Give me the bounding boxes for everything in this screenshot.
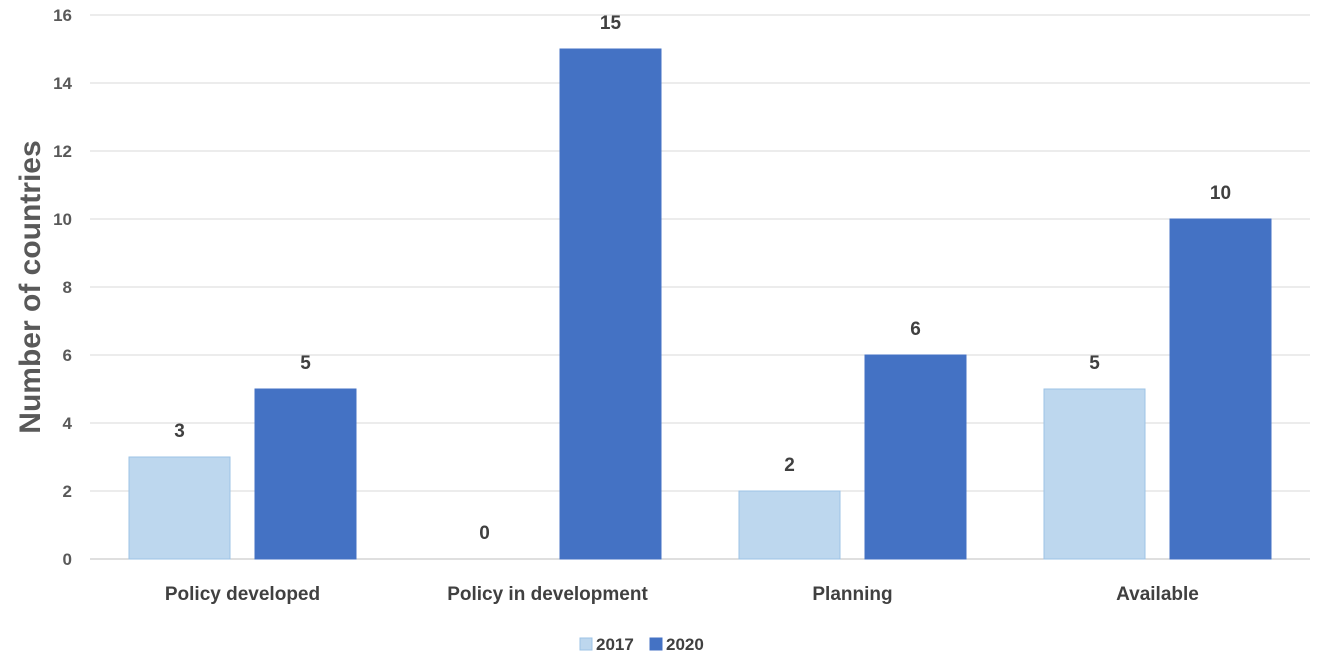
- x-category-label: Available: [1116, 584, 1199, 605]
- y-tick-label: 0: [63, 550, 72, 569]
- data-label: 5: [1089, 353, 1100, 374]
- y-tick-label: 6: [63, 346, 72, 365]
- bar-2020-2: [559, 48, 662, 560]
- y-tick-label: 14: [53, 74, 72, 93]
- legend: 2017 2020: [579, 635, 704, 654]
- legend-label: 2017: [596, 635, 634, 654]
- legend-swatch-2017: [579, 637, 593, 651]
- data-label: 2: [784, 455, 795, 476]
- legend-label: 2020: [666, 635, 704, 654]
- y-axis-label: Number of countries: [14, 140, 47, 433]
- y-tick-label: 4: [63, 414, 73, 433]
- y-tick-label: 2: [63, 482, 72, 501]
- bars: [128, 48, 1272, 560]
- y-tick-label: 10: [53, 210, 72, 229]
- data-label: 0: [479, 523, 490, 544]
- x-category-label: Planning: [812, 584, 892, 605]
- y-axis-ticks: 0 2 4 6 8 10 12 14 16: [53, 6, 72, 569]
- y-tick-label: 16: [53, 6, 72, 25]
- data-label: 15: [600, 13, 622, 34]
- data-label: 6: [910, 319, 921, 340]
- data-labels: 3 5 0 15 2 6 5 10: [174, 13, 1231, 544]
- bar-2017-4: [1043, 388, 1146, 560]
- y-tick-label: 8: [63, 278, 72, 297]
- x-category-label: Policy in development: [447, 584, 648, 605]
- bar-2020-3: [864, 354, 967, 560]
- bar-2017-1: [128, 456, 231, 560]
- bar-2020-1: [254, 388, 357, 560]
- bar-2017-3: [738, 490, 841, 560]
- data-label: 3: [174, 421, 185, 442]
- x-category-label: Policy developed: [165, 584, 320, 605]
- data-label: 10: [1210, 183, 1231, 204]
- data-label: 5: [300, 353, 311, 374]
- x-axis-categories: Policy developed Policy in development Pla…: [165, 584, 1199, 605]
- y-tick-label: 12: [53, 142, 72, 161]
- bar-2020-4: [1169, 218, 1272, 560]
- legend-swatch-2020: [649, 637, 663, 651]
